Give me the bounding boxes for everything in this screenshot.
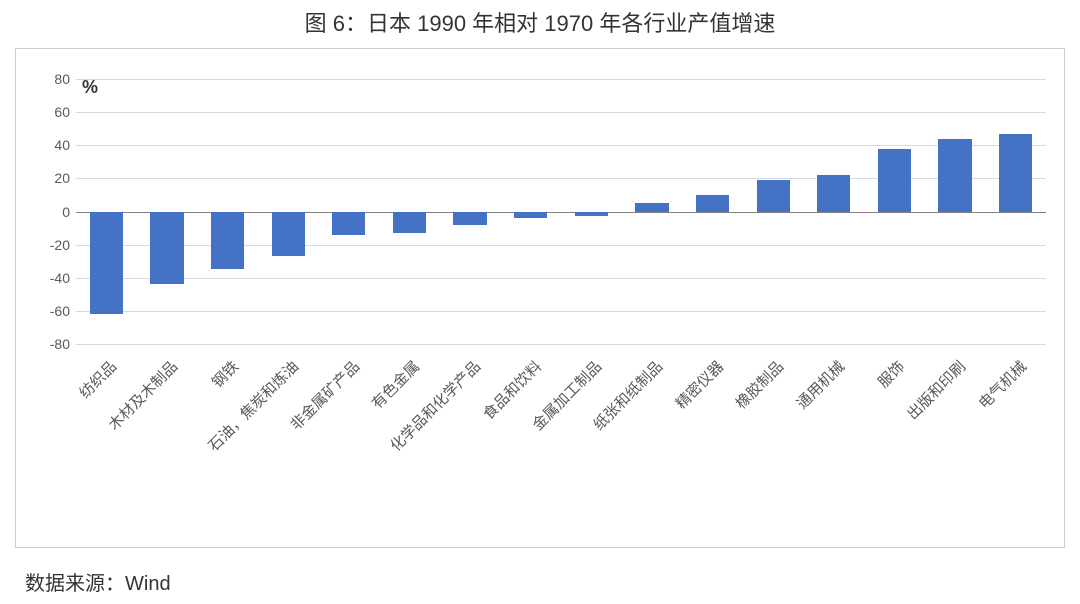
xtick-label: 钢铁 xyxy=(206,356,242,392)
xtick-label: 精密仪器 xyxy=(670,356,727,413)
ytick-label: 40 xyxy=(54,137,70,153)
gridline xyxy=(76,311,1046,312)
gridline xyxy=(76,278,1046,279)
bar xyxy=(999,134,1032,212)
xtick-label: 服饰 xyxy=(873,356,909,392)
bar xyxy=(575,212,608,217)
ytick-label: 20 xyxy=(54,170,70,186)
gridline xyxy=(76,145,1046,146)
bar xyxy=(90,212,123,315)
bar xyxy=(696,195,729,212)
xtick-label: 橡胶制品 xyxy=(731,356,788,413)
bar xyxy=(938,139,971,212)
bar xyxy=(211,212,244,270)
ytick-label: -60 xyxy=(50,303,70,319)
chart-title: 图 6：日本 1990 年相对 1970 年各行业产值增速 xyxy=(0,0,1080,46)
ytick-label: 60 xyxy=(54,104,70,120)
ytick-label: -80 xyxy=(50,336,70,352)
bar xyxy=(393,212,426,234)
ytick-label: 80 xyxy=(54,71,70,87)
xtick-label: 有色金属 xyxy=(367,356,424,413)
bar xyxy=(817,175,850,211)
bar xyxy=(878,149,911,212)
bar xyxy=(757,180,790,211)
chart-frame: % -80-60-40-20020406080纺织品木材及木制品钢铁石油，焦炭和… xyxy=(15,48,1065,548)
gridline xyxy=(76,344,1046,345)
xtick-label: 通用机械 xyxy=(791,356,848,413)
xtick-label: 电气机械 xyxy=(973,356,1030,413)
bar xyxy=(150,212,183,285)
y-axis-unit: % xyxy=(82,77,98,98)
ytick-label: 0 xyxy=(62,204,70,220)
gridline xyxy=(76,79,1046,80)
bar xyxy=(514,212,547,219)
bar xyxy=(453,212,486,225)
gridline xyxy=(76,112,1046,113)
ytick-label: -40 xyxy=(50,270,70,286)
xtick-label: 出版和印刷 xyxy=(902,356,970,424)
bar xyxy=(635,203,668,211)
xtick-label: 纺织品 xyxy=(74,356,121,403)
plot-area: % -80-60-40-20020406080纺织品木材及木制品钢铁石油，焦炭和… xyxy=(76,79,1046,344)
bar xyxy=(272,212,305,257)
bar xyxy=(332,212,365,235)
data-source: 数据来源：Wind xyxy=(25,567,171,596)
ytick-label: -20 xyxy=(50,237,70,253)
